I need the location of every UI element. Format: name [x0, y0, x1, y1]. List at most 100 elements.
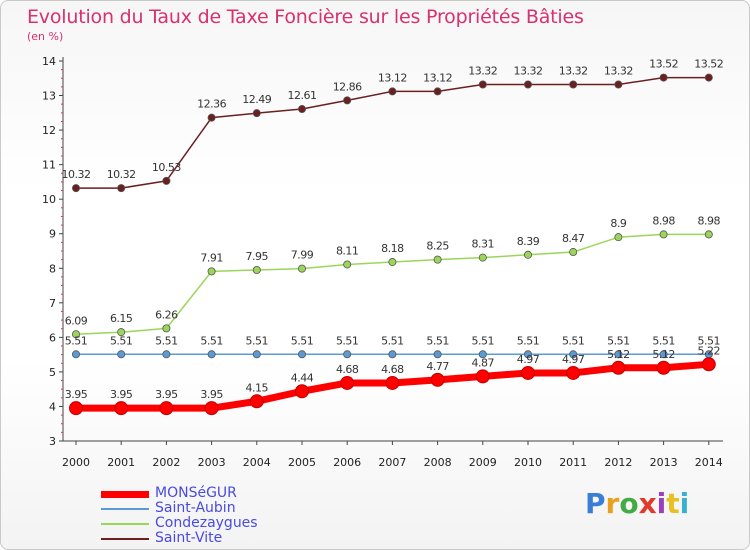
data-point [343, 96, 352, 105]
data-label: 13.12 [378, 71, 407, 84]
data-point [207, 267, 216, 276]
data-label: 8.25 [426, 240, 449, 253]
data-label: 4.87 [472, 356, 495, 369]
data-label: 10.32 [107, 168, 136, 181]
data-point [659, 73, 668, 82]
data-label: 7.95 [246, 250, 269, 263]
data-point [659, 350, 668, 359]
data-label: 8.98 [652, 214, 675, 227]
x-tick-label: 2009 [469, 456, 497, 469]
data-label: 5.51 [336, 334, 359, 347]
data-point [162, 176, 171, 185]
y-tick-label: 14 [42, 55, 56, 68]
legend-label: Saint-Vite [155, 530, 223, 546]
data-label: 4.68 [381, 363, 404, 376]
x-tick-label: 2001 [107, 456, 135, 469]
legend-label: Condezaygues [155, 515, 258, 531]
data-label: 13.52 [649, 58, 678, 71]
data-point [430, 372, 445, 387]
data-point [524, 250, 533, 259]
data-point [614, 233, 623, 242]
data-point [385, 375, 400, 390]
y-tick-label: 4 [49, 400, 56, 413]
data-point [521, 365, 535, 380]
y-tick-label: 3 [49, 435, 56, 448]
data-label: 13.52 [694, 58, 723, 71]
data-label: 3.95 [110, 388, 133, 401]
data-point [295, 384, 309, 399]
data-label: 6.09 [65, 314, 88, 327]
data-point [297, 264, 306, 273]
data-label: 6.15 [110, 312, 133, 325]
data-label: 13.32 [559, 64, 588, 77]
data-point [433, 350, 442, 359]
data-point [614, 80, 623, 89]
data-point [117, 184, 126, 193]
x-tick-label: 2007 [378, 456, 406, 469]
data-label: 5.51 [65, 334, 88, 347]
data-point [478, 350, 487, 359]
data-point [388, 258, 397, 267]
legend-label: Saint-Aubin [155, 500, 236, 516]
data-label: 5.22 [698, 344, 721, 357]
x-tick-label: 2002 [152, 456, 180, 469]
legend-swatch [101, 508, 149, 510]
data-point [207, 350, 216, 359]
data-label: 7.99 [291, 249, 314, 262]
data-label: 5.51 [517, 334, 540, 347]
data-point [478, 253, 487, 262]
y-tick-label: 5 [49, 366, 56, 379]
x-tick-label: 2006 [333, 456, 361, 469]
data-label: 7.91 [200, 251, 223, 264]
data-label: 5.51 [200, 334, 223, 347]
x-tick-label: 2008 [424, 456, 452, 469]
data-label: 8.47 [562, 232, 585, 245]
data-label: 5.51 [698, 334, 721, 347]
data-label: 13.12 [423, 71, 452, 84]
data-point [249, 394, 264, 409]
y-tick-label: 12 [42, 124, 56, 137]
data-label: 10.53 [152, 161, 181, 174]
data-label: 13.32 [468, 64, 497, 77]
chart-subtitle: (en %) [27, 30, 64, 43]
x-tick-label: 2011 [559, 456, 587, 469]
data-point [704, 73, 713, 82]
data-label: 10.32 [62, 168, 91, 181]
data-point [433, 87, 442, 96]
data-label: 6.26 [155, 308, 178, 321]
data-point [72, 330, 81, 339]
y-tick-label: 13 [42, 90, 56, 103]
data-point [204, 401, 219, 416]
data-point [701, 357, 716, 372]
data-point [704, 230, 713, 239]
data-label: 8.98 [698, 214, 721, 227]
data-point [117, 328, 126, 337]
data-point [159, 401, 174, 416]
data-label: 4.97 [517, 353, 540, 366]
x-tick-label: 2004 [243, 456, 271, 469]
data-point [72, 350, 81, 359]
data-label: 12.86 [333, 80, 362, 93]
data-point [252, 109, 261, 118]
x-tick-label: 2012 [604, 456, 632, 469]
data-point [72, 184, 81, 193]
data-label: 4.97 [562, 353, 585, 366]
data-label: 12.36 [197, 98, 226, 111]
data-label: 8.31 [472, 238, 495, 251]
data-point [162, 324, 171, 333]
data-point [69, 401, 83, 416]
proxiti-logo: Proxiti [585, 487, 690, 520]
data-label: 4.68 [336, 363, 359, 376]
x-tick-label: 2013 [650, 456, 678, 469]
data-label: 8.9 [610, 217, 626, 230]
data-point [569, 350, 578, 359]
data-point [569, 80, 578, 89]
data-label: 5.51 [562, 334, 585, 347]
data-point [433, 255, 442, 264]
data-point [524, 350, 533, 359]
data-point [614, 350, 623, 359]
data-point [297, 105, 306, 114]
data-point [252, 350, 261, 359]
data-point [611, 360, 626, 375]
data-label: 5.51 [426, 334, 449, 347]
